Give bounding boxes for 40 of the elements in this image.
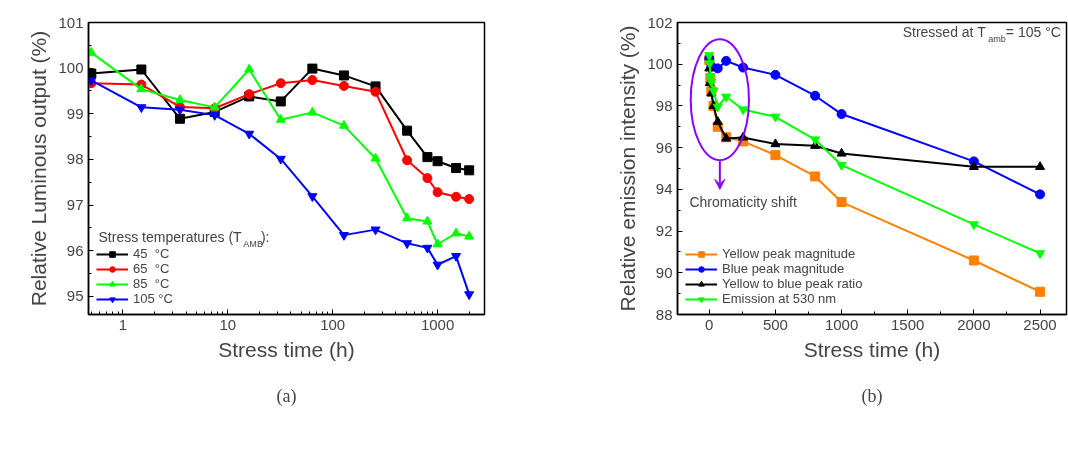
y-tick-label: 96: [655, 138, 673, 156]
x-tick-label: 2500: [1023, 315, 1057, 333]
y-tick-label: 98: [66, 150, 84, 168]
y-tick-label: 90: [655, 263, 673, 281]
y-tick-label: 99: [66, 104, 84, 122]
x-tick-label: 1000: [420, 315, 455, 333]
legend-label: 65 °C: [133, 261, 170, 276]
x-axis-title: Stress time (h): [803, 337, 941, 361]
y-tick-label: 92: [655, 222, 673, 240]
x-tick-label: 2000: [957, 315, 991, 333]
annotation: Chromaticity shift: [689, 193, 797, 210]
x-axis-title: Stress time (h): [218, 337, 355, 361]
legend-label: Yellow peak magnitude: [722, 246, 856, 261]
x-tick-label: 500: [762, 315, 788, 333]
y-tick-label: 95: [66, 287, 84, 305]
legend-label: 45 °C: [133, 246, 170, 261]
x-tick-label: 0: [705, 315, 714, 333]
x-tick-label: 1: [118, 315, 128, 333]
y-axis-title: Relative emission intensity (%): [616, 25, 640, 312]
text: (b): [861, 385, 883, 407]
y-tick-label: 102: [647, 13, 673, 31]
legend-label: 85 °C: [133, 276, 170, 291]
y-tick-label: 100: [58, 59, 84, 77]
y-tick-label: 101: [58, 13, 84, 31]
y-tick-label: 88: [655, 305, 673, 323]
y-tick-label: 98: [655, 96, 673, 114]
y-tick-label: 97: [66, 196, 84, 213]
legend-label: Blue peak magnitude: [722, 261, 845, 276]
y-tick-label: 94: [655, 180, 673, 198]
x-tick-label: 1000: [824, 315, 859, 333]
legend-label: 105 °C: [133, 291, 173, 306]
x-tick-label: 1500: [891, 315, 925, 333]
y-tick-label: 100: [647, 55, 673, 73]
legend-label: Yellow to blue peak ratio: [722, 276, 863, 291]
y-tick-label: 96: [66, 241, 84, 259]
text: (a): [276, 385, 297, 407]
legend-label: Emission at 530 nm: [722, 291, 837, 306]
x-tick-label: 100: [320, 315, 346, 333]
y-axis-title: Relative Luminous output (%): [27, 30, 51, 307]
x-tick-label: 10: [219, 315, 237, 333]
